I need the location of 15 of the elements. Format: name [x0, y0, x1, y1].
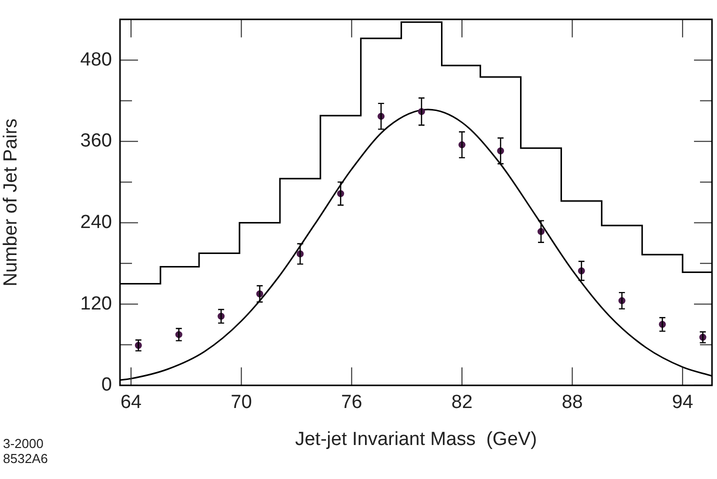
text: 3-2000 — [3, 436, 44, 451]
x-tick-label: 94 — [672, 392, 694, 414]
text: 8532A6 — [3, 451, 48, 466]
x-tick-label: 76 — [341, 392, 362, 414]
y-tick-label: 360 — [80, 130, 112, 152]
x-tick-label: 82 — [451, 392, 473, 414]
x-tick-label: 88 — [562, 392, 583, 414]
y-axis-title: Number of Jet Pairs — [0, 118, 22, 286]
x-axis-title: Jet-jet Invariant Mass (GeV) — [295, 428, 537, 450]
y-tick-label: 120 — [80, 293, 112, 314]
x-tick-label: 64 — [120, 392, 142, 414]
y-tick-label: 480 — [80, 49, 112, 70]
x-tick-label: 70 — [230, 392, 252, 414]
y-tick-label: 0 — [101, 374, 112, 396]
y-tick-label: 240 — [80, 212, 112, 233]
